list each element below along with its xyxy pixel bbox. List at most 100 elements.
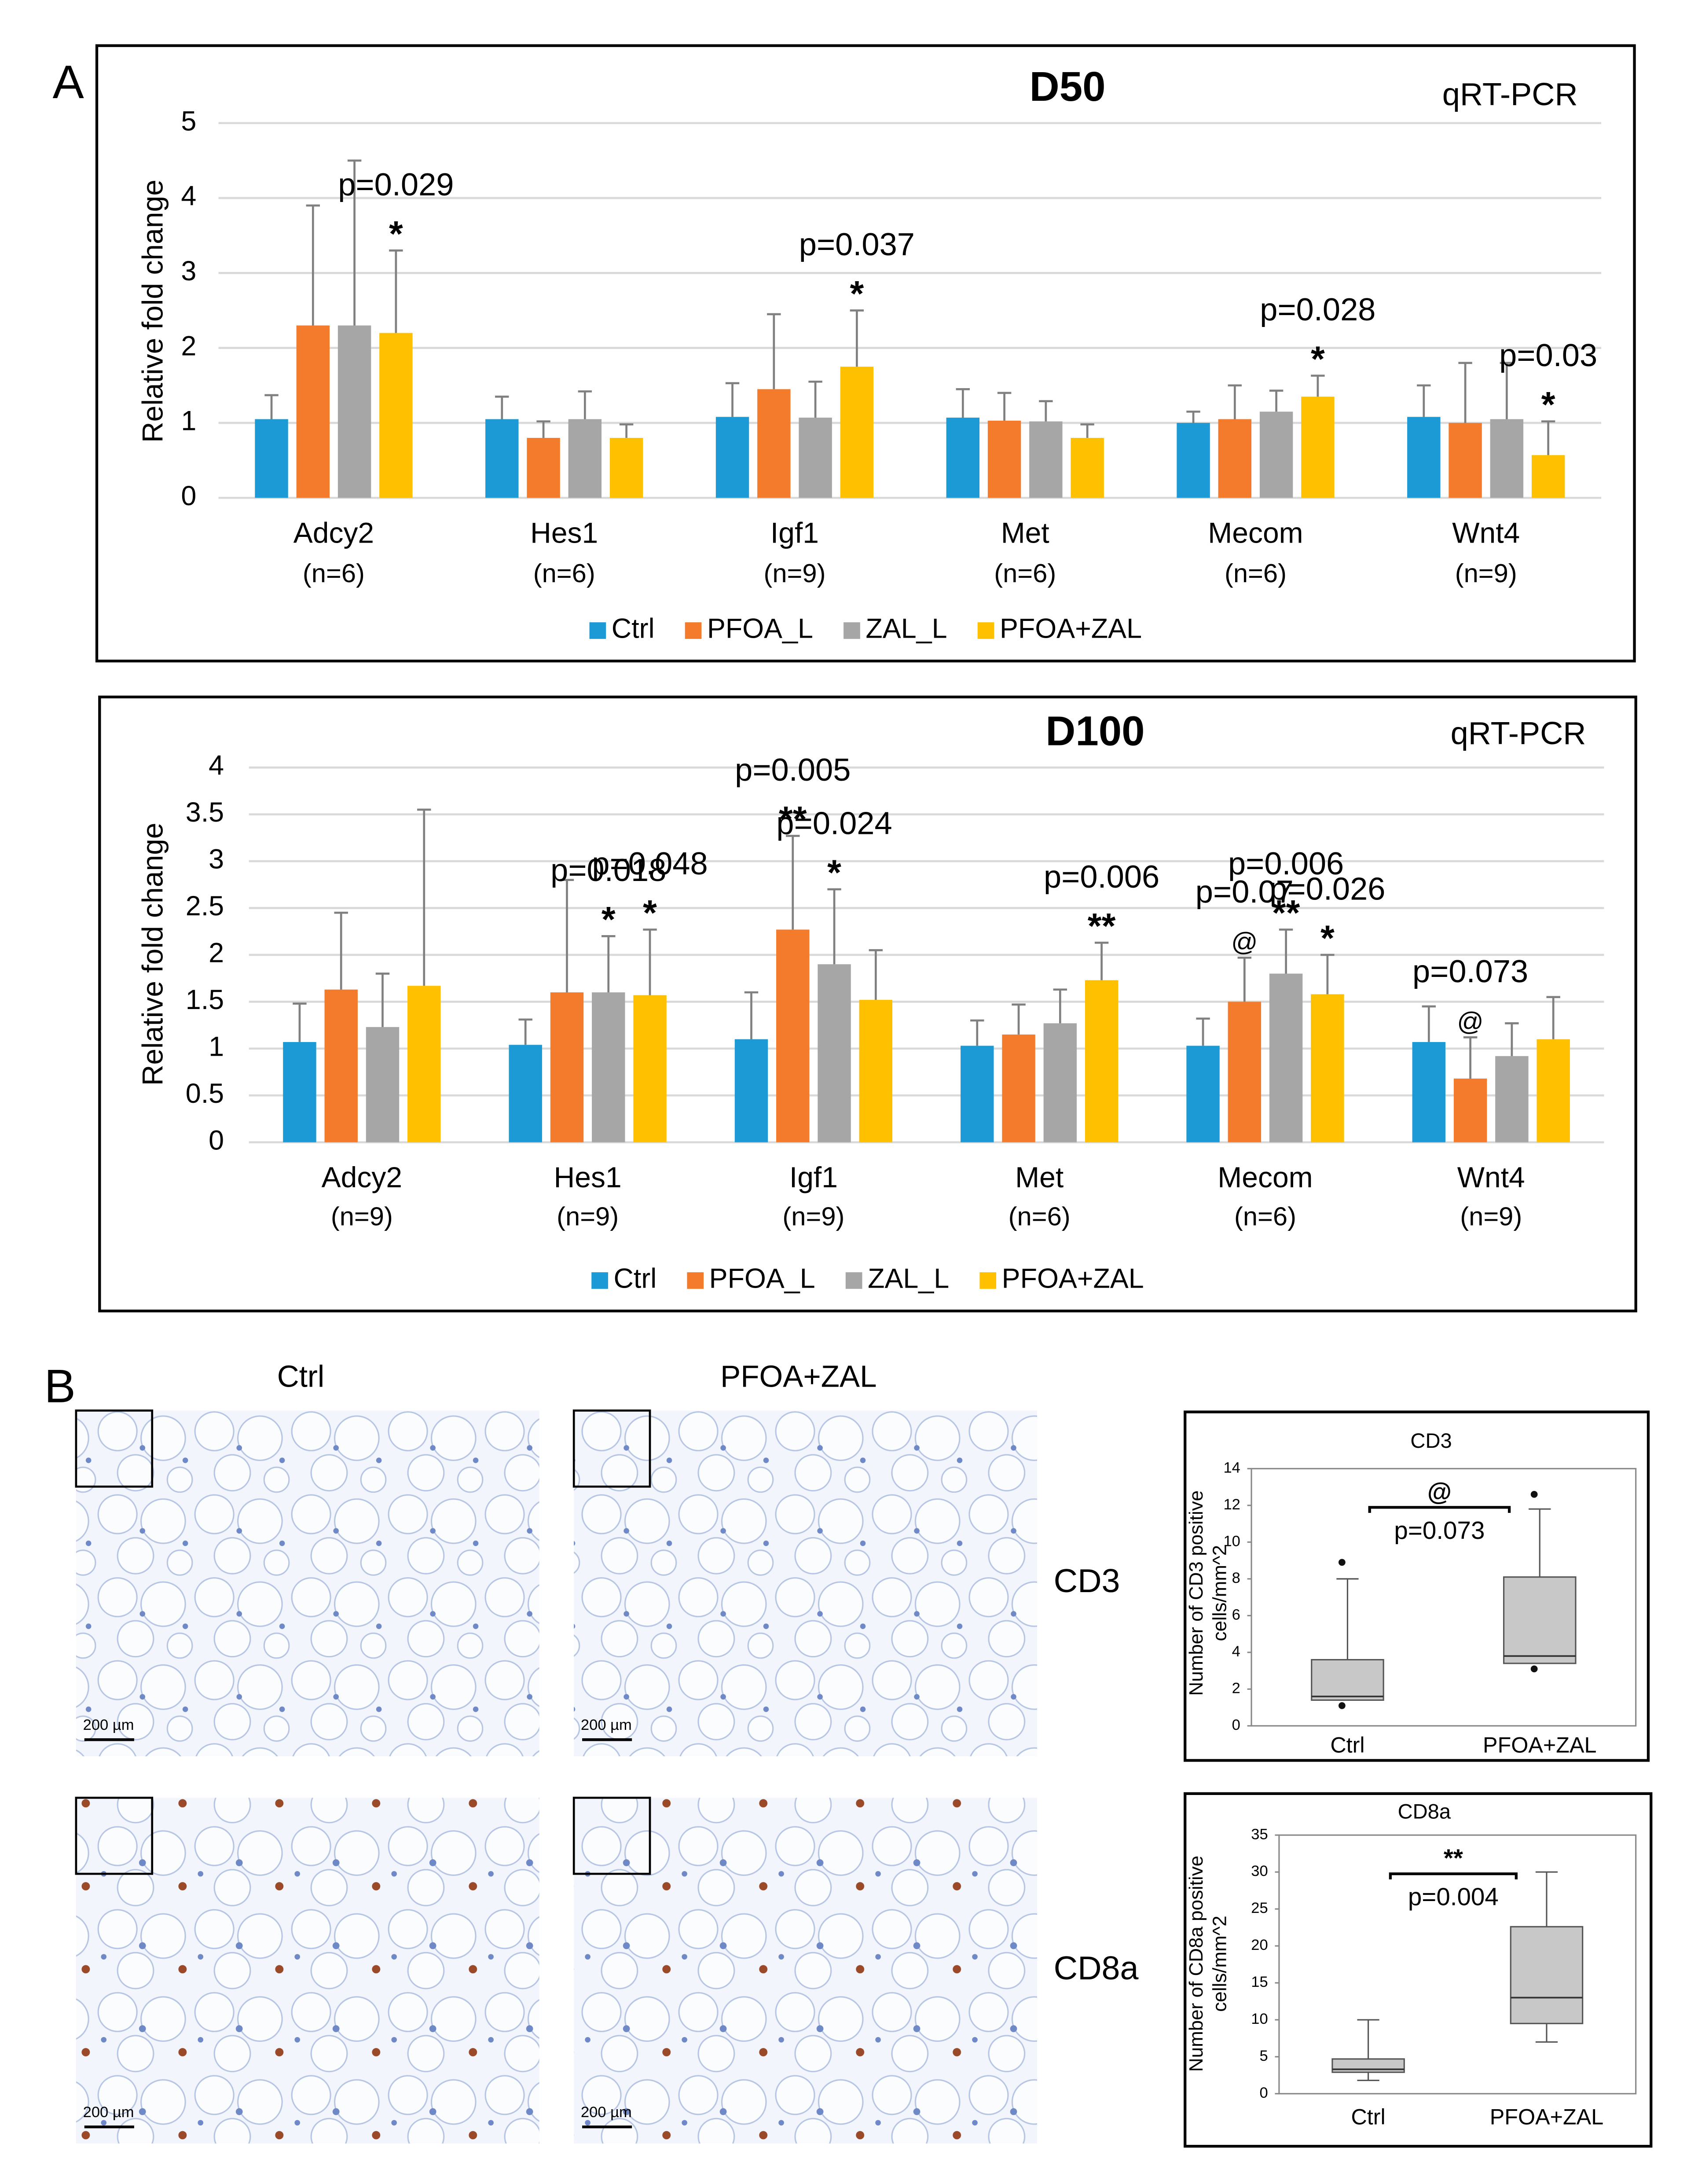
x-tick-label: Adcy2 bbox=[293, 517, 374, 549]
legend-swatch bbox=[845, 1272, 862, 1289]
error-bar bbox=[1053, 988, 1067, 1024]
outlier bbox=[1339, 1702, 1346, 1709]
y-axis-label: Relative fold change bbox=[136, 822, 169, 1086]
error-bar bbox=[1541, 420, 1555, 455]
bar bbox=[527, 438, 560, 498]
p-value-label: p=0.03 bbox=[1499, 338, 1597, 373]
bar bbox=[324, 989, 358, 1142]
y-tick-label: 10 bbox=[1223, 1533, 1240, 1549]
category-note: (n=6) bbox=[1225, 558, 1287, 588]
significance-marker: * bbox=[643, 893, 657, 933]
y-tick-label: 0 bbox=[1232, 1717, 1240, 1733]
bar bbox=[255, 419, 288, 498]
plot-area bbox=[1278, 1834, 1637, 2095]
significance-marker: ** bbox=[779, 800, 807, 840]
x-tick-label: Hes1 bbox=[554, 1161, 622, 1193]
bar bbox=[734, 1039, 768, 1142]
significance-marker: * bbox=[601, 899, 616, 940]
error-bar bbox=[956, 388, 970, 418]
p-value-label: p=0.005 bbox=[735, 752, 851, 788]
legend-swatch bbox=[687, 1272, 704, 1289]
category-note: (n=9) bbox=[782, 1201, 844, 1231]
error-bar bbox=[1269, 389, 1284, 412]
y-axis-label: Relative fold change bbox=[136, 180, 169, 443]
legend-label: PFOA_L bbox=[709, 1263, 815, 1294]
scale-bar-label: 200 µm bbox=[581, 2104, 632, 2121]
x-tick-label: Hes1 bbox=[530, 517, 598, 549]
panel-frame bbox=[1184, 1410, 1650, 1762]
category-note: (n=9) bbox=[1460, 1201, 1522, 1231]
error-bar bbox=[1320, 954, 1335, 995]
error-bar bbox=[1505, 1022, 1519, 1056]
micrograph bbox=[76, 1798, 539, 2144]
y-tick-label: 2 bbox=[181, 330, 196, 361]
y-tick-label: 0.5 bbox=[186, 1078, 224, 1109]
x-tick-label: Met bbox=[1001, 517, 1049, 549]
bar bbox=[568, 419, 602, 498]
bar bbox=[1453, 1078, 1487, 1142]
column-label: PFOA+ZAL bbox=[720, 1359, 877, 1393]
significance-marker: * bbox=[1311, 339, 1325, 379]
error-bar bbox=[334, 911, 348, 990]
y-tick-label: 6 bbox=[1232, 1606, 1240, 1623]
x-tick-label: Wnt4 bbox=[1452, 517, 1520, 549]
bar bbox=[1177, 422, 1210, 498]
chart-title: D50 bbox=[1030, 63, 1106, 110]
category-note: (n=9) bbox=[763, 558, 825, 588]
error-bar bbox=[767, 313, 781, 389]
y-axis-label: cells/mm^2 bbox=[1209, 1545, 1231, 1641]
bar bbox=[715, 417, 749, 498]
legend-label: Ctrl bbox=[612, 613, 655, 644]
category-note: (n=6) bbox=[533, 558, 595, 588]
bar bbox=[296, 325, 330, 498]
legend-swatch bbox=[977, 622, 994, 639]
y-axis-label: cells/mm^2 bbox=[1209, 1916, 1231, 2012]
micrograph-inset bbox=[75, 1410, 154, 1488]
bar bbox=[592, 992, 625, 1142]
y-tick-label: 35 bbox=[1251, 1826, 1268, 1843]
error-bar bbox=[808, 380, 822, 418]
error-bar bbox=[389, 249, 403, 333]
x-tick-label: Mecom bbox=[1218, 1161, 1313, 1193]
error-bar bbox=[970, 1019, 984, 1046]
bar bbox=[1085, 980, 1119, 1142]
category-note: (n=6) bbox=[1009, 1201, 1071, 1231]
legend-label: Ctrl bbox=[614, 1263, 657, 1294]
bar bbox=[283, 1042, 316, 1142]
bar bbox=[961, 1046, 994, 1142]
x-tick-label: Igf1 bbox=[789, 1161, 838, 1193]
y-tick-label: 3.5 bbox=[186, 797, 224, 828]
panel-frame bbox=[98, 695, 1637, 1313]
significance-marker: @ bbox=[1427, 1478, 1452, 1505]
error-bar bbox=[264, 394, 279, 419]
error-bar bbox=[1458, 362, 1472, 423]
error-bar bbox=[1463, 1036, 1478, 1079]
bar bbox=[1449, 422, 1482, 498]
significance-marker: ** bbox=[1444, 1844, 1463, 1872]
legend-swatch bbox=[589, 622, 606, 639]
bar bbox=[1218, 419, 1252, 498]
error-bar bbox=[518, 1018, 532, 1045]
y-tick-label: 0 bbox=[209, 1125, 224, 1156]
error-bar bbox=[619, 423, 634, 438]
error-bar bbox=[1546, 996, 1560, 1039]
bar bbox=[1412, 1042, 1446, 1142]
bar bbox=[609, 438, 643, 498]
bar bbox=[859, 1000, 893, 1142]
error-bar bbox=[1237, 956, 1252, 1002]
x-tick-label: Adcy2 bbox=[322, 1161, 402, 1193]
x-tick-label: Wnt4 bbox=[1457, 1161, 1525, 1193]
bar bbox=[757, 389, 791, 498]
legend-swatch bbox=[685, 622, 702, 639]
x-tick-label: PFOA+ZAL bbox=[1490, 2104, 1603, 2129]
micrograph bbox=[574, 1798, 1037, 2144]
error-bar bbox=[1417, 384, 1431, 417]
error-bar bbox=[417, 808, 431, 986]
category-note: (n=9) bbox=[331, 1201, 393, 1231]
micrograph bbox=[574, 1410, 1037, 1757]
bar bbox=[1228, 1002, 1262, 1142]
bar bbox=[1531, 455, 1565, 498]
y-axis-label: Number of CD8a positive bbox=[1185, 1856, 1207, 2072]
legend-label: ZAL_L bbox=[866, 613, 947, 644]
error-bar bbox=[1186, 411, 1200, 423]
